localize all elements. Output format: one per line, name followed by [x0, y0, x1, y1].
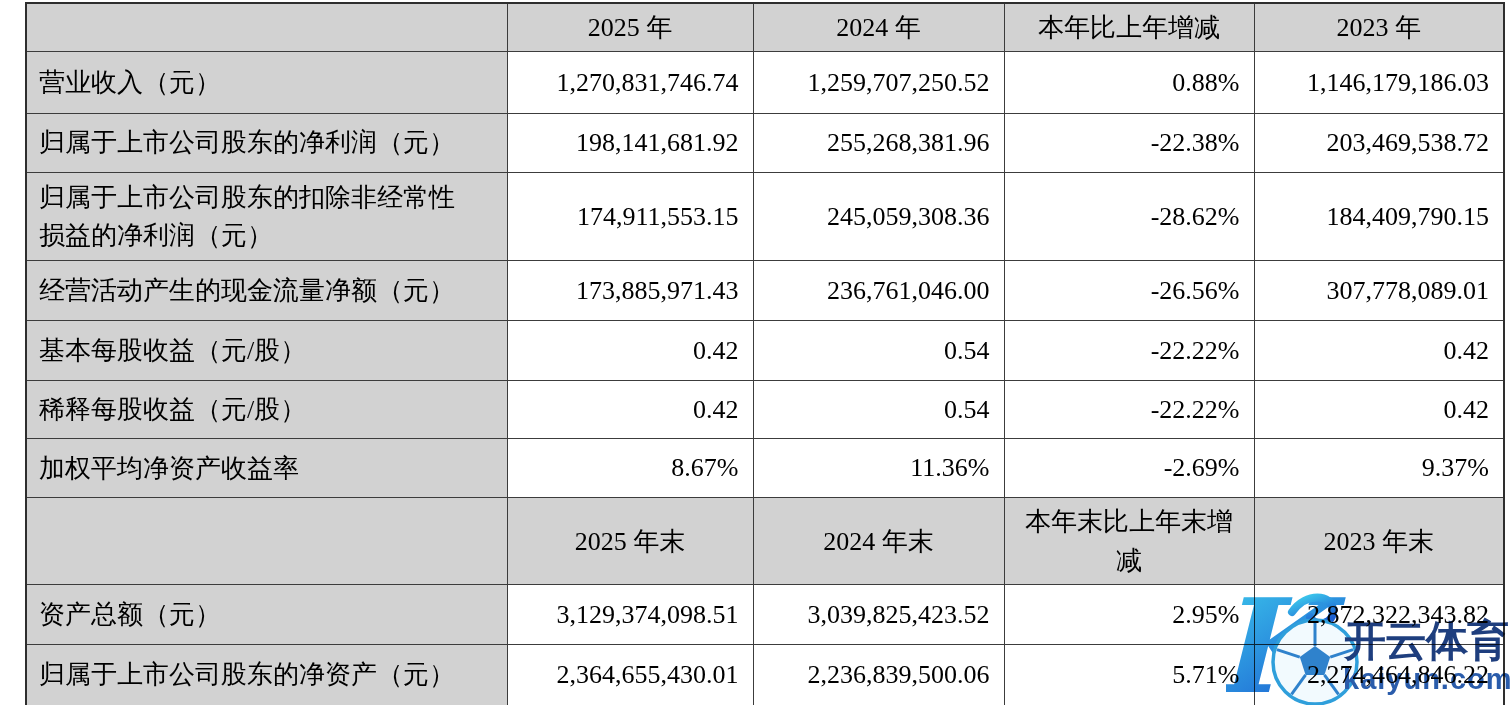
cell-2023: 184,409,790.15 — [1254, 173, 1504, 261]
table-row-net-assets: 归属于上市公司股东的净资产（元） 2,364,655,430.01 2,236,… — [26, 645, 1504, 705]
cell-2023: 1,146,179,186.03 — [1254, 52, 1504, 114]
header-blank-cell — [26, 498, 507, 585]
cell-change: -22.22% — [1004, 321, 1254, 381]
cell-2023: 9.37% — [1254, 439, 1504, 498]
header-2025: 2025 年 — [507, 3, 753, 52]
cell-2023: 307,778,089.01 — [1254, 261, 1504, 321]
cell-2024: 11.36% — [753, 439, 1004, 498]
cell-2023: 2,274,464,846.22 — [1254, 645, 1504, 705]
table-row-net-profit: 归属于上市公司股东的净利润（元） 198,141,681.92 255,268,… — [26, 114, 1504, 173]
cell-2025: 174,911,553.15 — [507, 173, 753, 261]
header-end-change: 本年末比上年末增减 — [1004, 498, 1254, 585]
table-header-row-period-end: 2025 年末 2024 年末 本年末比上年末增减 2023 年末 — [26, 498, 1504, 585]
table-row-operating-cash-flow: 经营活动产生的现金流量净额（元） 173,885,971.43 236,761,… — [26, 261, 1504, 321]
cell-change: 0.88% — [1004, 52, 1254, 114]
cell-2024: 0.54 — [753, 321, 1004, 381]
cell-2025: 0.42 — [507, 381, 753, 439]
header-2023: 2023 年 — [1254, 3, 1504, 52]
cell-2025: 1,270,831,746.74 — [507, 52, 753, 114]
row-label: 稀释每股收益（元/股） — [26, 381, 507, 439]
row-label: 营业收入（元） — [26, 52, 507, 114]
table-row-diluted-eps: 稀释每股收益（元/股） 0.42 0.54 -22.22% 0.42 — [26, 381, 1504, 439]
row-label: 归属于上市公司股东的扣除非经常性损益的净利润（元） — [26, 173, 507, 261]
cell-2025: 173,885,971.43 — [507, 261, 753, 321]
cell-2024: 0.54 — [753, 381, 1004, 439]
cell-2025: 8.67% — [507, 439, 753, 498]
header-2024: 2024 年 — [753, 3, 1004, 52]
cell-2025: 198,141,681.92 — [507, 114, 753, 173]
cell-change: -26.56% — [1004, 261, 1254, 321]
cell-change: -28.62% — [1004, 173, 1254, 261]
cell-2023: 0.42 — [1254, 381, 1504, 439]
cell-change: 5.71% — [1004, 645, 1254, 705]
header-2023-end: 2023 年末 — [1254, 498, 1504, 585]
cell-2025: 3,129,374,098.51 — [507, 585, 753, 645]
cell-2023: 203,469,538.72 — [1254, 114, 1504, 173]
cell-change: 2.95% — [1004, 585, 1254, 645]
header-2025-end: 2025 年末 — [507, 498, 753, 585]
financial-summary-table: 2025 年 2024 年 本年比上年增减 2023 年 营业收入（元） 1,2… — [25, 2, 1505, 705]
table-row-basic-eps: 基本每股收益（元/股） 0.42 0.54 -22.22% 0.42 — [26, 321, 1504, 381]
cell-2025: 0.42 — [507, 321, 753, 381]
cell-2023: 2,872,322,343.82 — [1254, 585, 1504, 645]
row-label: 资产总额（元） — [26, 585, 507, 645]
header-blank-cell — [26, 3, 507, 52]
cell-2024: 2,236,839,500.06 — [753, 645, 1004, 705]
header-2024-end: 2024 年末 — [753, 498, 1004, 585]
cell-change: -22.38% — [1004, 114, 1254, 173]
table-row-net-profit-excl-nonrecurring: 归属于上市公司股东的扣除非经常性损益的净利润（元） 174,911,553.15… — [26, 173, 1504, 261]
table-row-weighted-avg-roe: 加权平均净资产收益率 8.67% 11.36% -2.69% 9.37% — [26, 439, 1504, 498]
cell-2024: 236,761,046.00 — [753, 261, 1004, 321]
row-label: 归属于上市公司股东的净资产（元） — [26, 645, 507, 705]
row-label: 归属于上市公司股东的净利润（元） — [26, 114, 507, 173]
cell-2025: 2,364,655,430.01 — [507, 645, 753, 705]
cell-2024: 245,059,308.36 — [753, 173, 1004, 261]
row-label: 基本每股收益（元/股） — [26, 321, 507, 381]
cell-2024: 255,268,381.96 — [753, 114, 1004, 173]
cell-2023: 0.42 — [1254, 321, 1504, 381]
cell-2024: 3,039,825,423.52 — [753, 585, 1004, 645]
table-row-total-assets: 资产总额（元） 3,129,374,098.51 3,039,825,423.5… — [26, 585, 1504, 645]
row-label: 加权平均净资产收益率 — [26, 439, 507, 498]
cell-change: -22.22% — [1004, 381, 1254, 439]
cell-change: -2.69% — [1004, 439, 1254, 498]
table-header-row-annual: 2025 年 2024 年 本年比上年增减 2023 年 — [26, 3, 1504, 52]
row-label: 经营活动产生的现金流量净额（元） — [26, 261, 507, 321]
cell-2024: 1,259,707,250.52 — [753, 52, 1004, 114]
header-yoy-change: 本年比上年增减 — [1004, 3, 1254, 52]
table-row-revenue: 营业收入（元） 1,270,831,746.74 1,259,707,250.5… — [26, 52, 1504, 114]
